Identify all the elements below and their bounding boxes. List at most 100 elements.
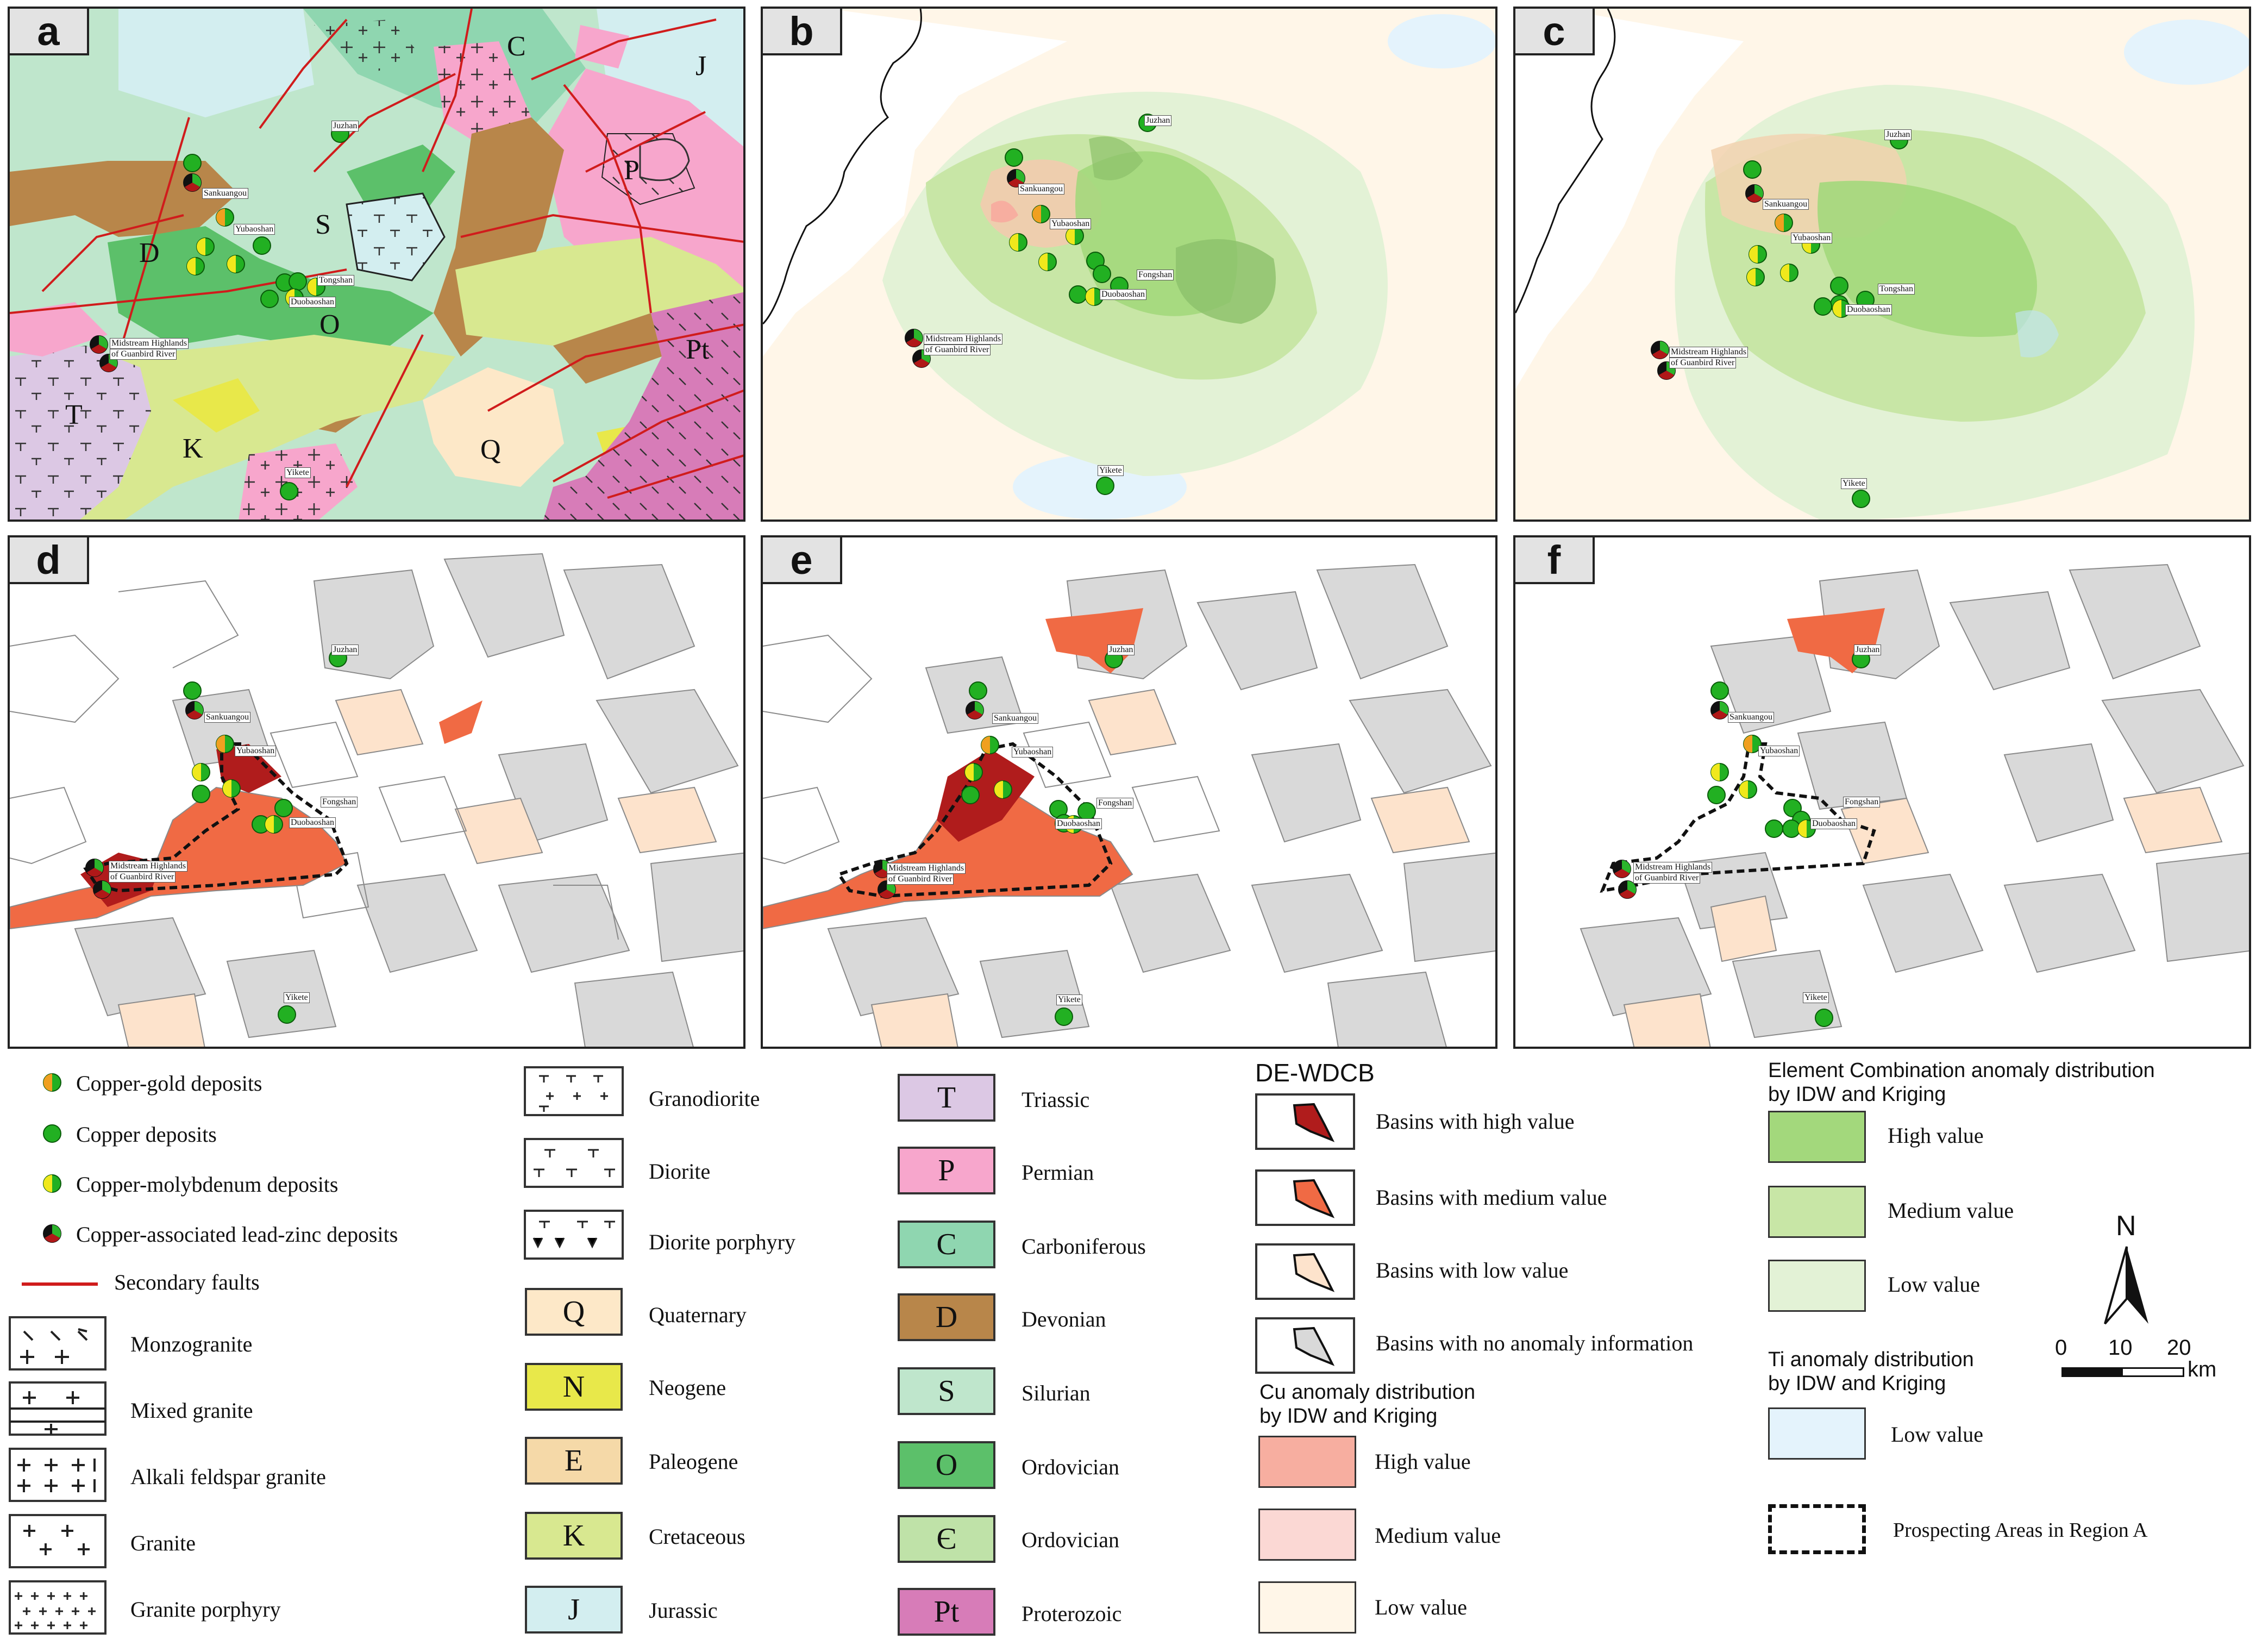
place-yubaoshan: Yubaoshan: [1791, 233, 1833, 243]
place-fongshan: Fongshan: [1137, 270, 1174, 280]
legend-strata-box: N: [525, 1363, 623, 1411]
legend-basin-low: Basins with low value: [1376, 1258, 1569, 1282]
unit-label-D: D: [139, 237, 160, 268]
scale-10: 10: [2108, 1336, 2133, 1360]
place-midstream-1: Midstream Highlands: [924, 334, 1003, 345]
legend-alkali-feldspar-granite: Alkali feldspar granite: [130, 1465, 326, 1489]
place-duobaoshan: Duobaoshan: [289, 817, 336, 828]
legend-silurian: Silurian: [1022, 1381, 1091, 1405]
legend-neogene: Neogene: [649, 1375, 726, 1400]
place-midstream-1: Midstream Highlands: [109, 861, 188, 872]
place-yikete: Yikete: [1841, 478, 1867, 489]
place-duobaoshan: Duobaoshan: [1810, 818, 1857, 829]
legend-triassic: Triassic: [1022, 1087, 1090, 1112]
legend-jurassic: Jurassic: [649, 1598, 718, 1623]
place-midstream-2: of Guanbird River: [1633, 873, 1701, 884]
place-sankuangou: Sankuangou: [202, 188, 249, 199]
place-yubaoshan: Yubaoshan: [1012, 747, 1054, 758]
legend-intrusive-patterns: [524, 1066, 624, 1260]
place-fongshan: Fongshan: [321, 797, 358, 808]
unit-label-K: K: [183, 433, 203, 464]
place-juzhan: Juzhan: [331, 644, 359, 655]
deposits-layer-c: [1651, 131, 1908, 508]
legend-strata-box: E: [525, 1437, 623, 1485]
place-yubaoshan: Yubaoshan: [235, 746, 277, 756]
legend-elem-high: High value: [1888, 1123, 1984, 1148]
unit-label-T: T: [65, 399, 83, 430]
deposits-layer-d: [85, 649, 347, 1024]
legend-elem-title-2: by IDW and Kriging: [1768, 1083, 1946, 1106]
legend-prospect-swatch: [1768, 1504, 1866, 1554]
legend-faults: Secondary faults: [114, 1270, 260, 1294]
cu-kriging-surface: [1515, 9, 2249, 520]
legend-ti-title-2: by IDW and Kriging: [1768, 1372, 1946, 1395]
legend-elem-title-1: Element Combination anomaly distribution: [1768, 1059, 2155, 1082]
place-yubaoshan: Yubaoshan: [1050, 218, 1092, 229]
place-fongshan: Fongshan: [1843, 797, 1881, 808]
panel-label: d: [10, 537, 89, 584]
place-juzhan: Juzhan: [1107, 644, 1135, 655]
place-juzhan: Juzhan: [1884, 129, 1912, 140]
legend-quaternary: Quaternary: [649, 1303, 747, 1327]
north-label: N: [2116, 1210, 2136, 1242]
legend-proterozoic: Proterozoic: [1022, 1601, 1122, 1626]
place-sankuangou: Sankuangou: [1763, 199, 1809, 210]
legend-cretaceous: Cretaceous: [649, 1524, 745, 1549]
legend-cu-high: High value: [1375, 1449, 1471, 1474]
scale-bar: [2061, 1367, 2184, 1377]
copper-molybdenum-icon: [43, 1174, 61, 1193]
place-yikete: Yikete: [1803, 992, 1829, 1003]
place-midstream-2: of Guanbird River: [109, 872, 176, 883]
legend-diorite: Diorite: [649, 1159, 711, 1184]
legend-strata-box: Q: [525, 1288, 623, 1336]
legend-strata-box: D: [898, 1293, 995, 1341]
place-sankuangou: Sankuangou: [204, 712, 251, 723]
legend-paleogene: Paleogene: [649, 1449, 738, 1474]
legend-elem-medium-swatch: [1768, 1186, 1866, 1238]
legend-ti-low-swatch: [1768, 1407, 1866, 1460]
place-midstream-2: of Guanbird River: [110, 349, 177, 360]
place-fongshan: Fongshan: [1096, 798, 1134, 809]
place-sankuangou: Sankuangou: [992, 713, 1039, 724]
place-midstream-2: of Guanbird River: [924, 345, 991, 355]
panel-e-basin-map: e: [761, 535, 1497, 1049]
place-midstream-1: Midstream Highlands: [1669, 347, 1749, 358]
legend-cu-title-2: by IDW and Kriging: [1259, 1405, 1438, 1428]
place-tongshan: Tongshan: [317, 275, 354, 286]
legend-cu-low-swatch: [1258, 1581, 1356, 1634]
panel-a-geological-map: a: [8, 7, 745, 522]
legend-ti-low: Low value: [1891, 1422, 1983, 1447]
panel-c-cu-kriging-map: c: [1513, 7, 2251, 522]
legend-diorite-porphyry: Diorite porphyry: [649, 1230, 795, 1254]
legend-cu-title-1: Cu anomaly distribution: [1259, 1381, 1476, 1404]
legend-basin-no-info: Basins with no anomaly information: [1376, 1331, 1694, 1355]
legend-prospect: Prospecting Areas in Region A: [1893, 1519, 2148, 1542]
legend-strata-box: S: [898, 1367, 995, 1415]
legend-devonian: Devonian: [1022, 1307, 1106, 1331]
scale-20: 20: [2167, 1336, 2191, 1360]
legend-ordovician: Ordovician: [1022, 1455, 1119, 1479]
legend-granodiorite: Granodiorite: [649, 1086, 760, 1111]
place-duobaoshan: Duobaoshan: [1100, 289, 1146, 300]
legend-cu-medium: Medium value: [1375, 1523, 1501, 1548]
deposits-layer-f: [1613, 650, 1870, 1027]
unit-label-Pt: Pt: [686, 334, 710, 365]
geology-map: [10, 9, 743, 520]
place-juzhan: Juzhan: [331, 121, 359, 132]
legend-basin-icons: [1255, 1093, 1355, 1374]
legend-elem-high-swatch: [1768, 1111, 1866, 1163]
copper-lead-zinc-icon: [43, 1224, 62, 1243]
legend-ordovician-cambrian: Ordovician: [1022, 1528, 1119, 1552]
unit-label-P: P: [624, 155, 640, 186]
legend-strata-box: C: [898, 1221, 995, 1268]
scale-0: 0: [2055, 1336, 2067, 1360]
legend-copper-lead-zinc: Copper-associated lead-zinc deposits: [76, 1222, 398, 1247]
place-midstream-1: Midstream Highlands: [887, 863, 966, 874]
legend-strata-box: P: [898, 1147, 995, 1194]
legend-elem-low: Low value: [1888, 1272, 1980, 1297]
legend-strata-box: Pt: [898, 1588, 995, 1636]
place-midstream-2: of Guanbird River: [887, 874, 954, 885]
cu-idw-surface: [763, 9, 1495, 520]
legend-basin-high: Basins with high value: [1376, 1109, 1575, 1134]
place-yubaoshan: Yubaoshan: [1758, 746, 1800, 756]
